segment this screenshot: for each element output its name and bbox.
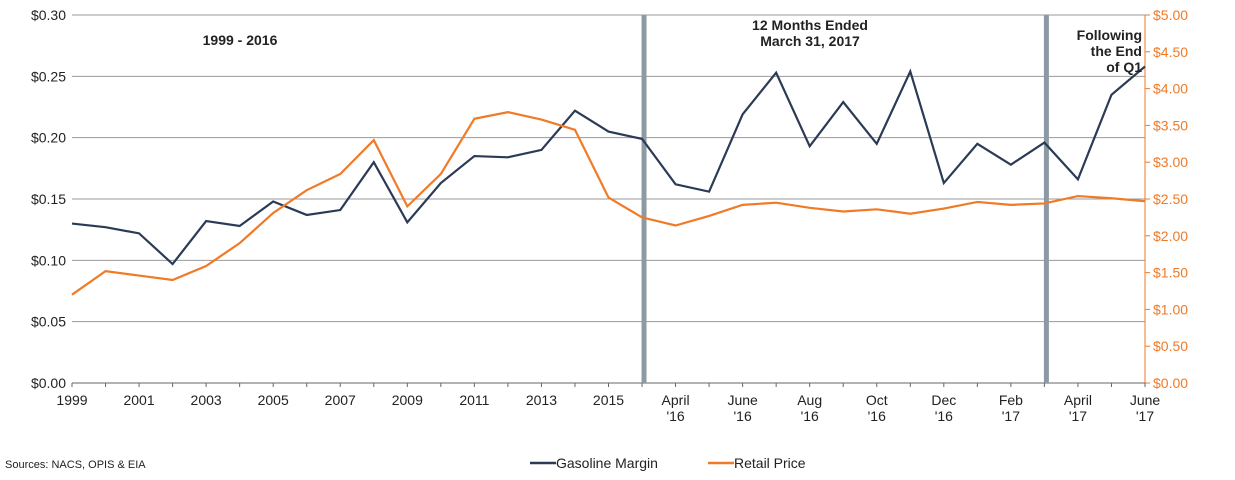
x-tick-line: April (1064, 392, 1092, 408)
x-tick-label: Feb '17 (999, 392, 1023, 424)
x-tick-line: 1999 (56, 392, 87, 408)
x-tick-line: April (662, 392, 690, 408)
x-tick-label: June '16 (727, 392, 758, 424)
legend-label: Gasoline Margin (556, 455, 658, 471)
x-tick-label: April '17 (1064, 392, 1092, 424)
y2-tick-label: $0.50 (1153, 338, 1188, 354)
x-tick-line: Feb (999, 392, 1023, 408)
x-tick-line: 2009 (392, 392, 423, 408)
y-tick-label: $0.05 (31, 314, 66, 330)
x-tick-label: 2007 (325, 392, 356, 408)
y-tick-label: $0.25 (31, 68, 66, 84)
x-tick-line: 2005 (258, 392, 289, 408)
x-tick-label: 2001 (123, 392, 154, 408)
x-tick-line: 2015 (593, 392, 624, 408)
x-tick-line: '17 (1136, 408, 1154, 424)
annotation: Following the End of Q1 (1077, 27, 1143, 75)
y2-tick-label: $2.00 (1153, 228, 1188, 244)
x-tick-line: Oct (866, 392, 888, 408)
x-tick-line: '16 (801, 408, 819, 424)
x-tick-line: 2011 (459, 392, 489, 408)
y-tick-label: $0.10 (31, 252, 66, 268)
x-tick-line: 2003 (191, 392, 222, 408)
source-note: Sources: NACS, OPIS & EIA (5, 459, 146, 471)
y2-tick-label: $0.00 (1153, 375, 1188, 391)
x-tick-label: 2013 (526, 392, 557, 408)
x-tick-label: Dec '16 (931, 392, 956, 424)
x-tick-label: 2015 (593, 392, 624, 408)
x-tick-line: '16 (935, 408, 953, 424)
x-tick-line: 2007 (325, 392, 356, 408)
y-tick-label: $0.15 (31, 191, 66, 207)
x-tick-line: 2013 (526, 392, 557, 408)
y2-tick-label: $3.00 (1153, 154, 1188, 170)
x-tick-label: 2009 (392, 392, 423, 408)
annotation-line: Following (1077, 27, 1142, 43)
y2-tick-label: $1.50 (1153, 265, 1188, 281)
x-tick-line: '17 (1002, 408, 1020, 424)
x-tick-line: '16 (666, 408, 684, 424)
y2-tick-label: $1.00 (1153, 301, 1188, 317)
x-tick-label: Oct '16 (866, 392, 888, 424)
x-tick-line: June (1130, 392, 1161, 408)
y-tick-label: $0.20 (31, 130, 66, 146)
x-tick-label: April '16 (662, 392, 690, 424)
annotation-line: the End (1091, 43, 1142, 59)
y2-tick-label: $4.50 (1153, 44, 1188, 60)
x-tick-line: '17 (1069, 408, 1087, 424)
x-tick-line: June (727, 392, 758, 408)
series-line (71, 111, 1146, 296)
x-tick-label: Aug '16 (797, 392, 822, 424)
x-tick-label: 2011 (459, 392, 489, 408)
x-tick-line: 2001 (123, 392, 154, 408)
x-tick-label: 1999 (56, 392, 87, 408)
annotation-line: March 31, 2017 (760, 33, 860, 49)
y2-tick-label: $4.00 (1153, 81, 1188, 97)
y-tick-label: $0.30 (31, 7, 66, 23)
annotation-line: 12 Months Ended (752, 17, 868, 33)
annotation: 12 Months Ended March 31, 2017 (752, 17, 868, 49)
legend-label: Retail Price (734, 455, 806, 471)
annotation-line: of Q1 (1106, 59, 1142, 75)
annotation-line: 1999 - 2016 (203, 32, 278, 48)
x-tick-label: June '17 (1130, 392, 1161, 424)
y2-tick-label: $2.50 (1153, 191, 1188, 207)
series-line (71, 65, 1146, 266)
x-tick-line: '16 (734, 408, 752, 424)
x-tick-line: '16 (868, 408, 886, 424)
x-tick-label: 2005 (258, 392, 289, 408)
y2-tick-label: $3.50 (1153, 117, 1188, 133)
x-tick-line: Dec (931, 392, 956, 408)
y-tick-label: $0.00 (31, 375, 66, 391)
x-tick-line: Aug (797, 392, 822, 408)
annotation: 1999 - 2016 (203, 32, 278, 48)
x-tick-label: 2003 (191, 392, 222, 408)
y2-tick-label: $5.00 (1153, 7, 1188, 23)
